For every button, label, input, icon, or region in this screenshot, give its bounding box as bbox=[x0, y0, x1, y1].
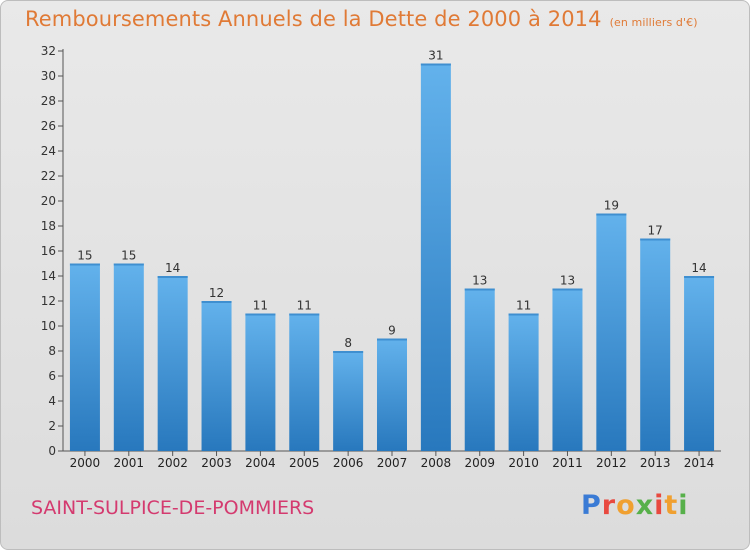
bar-value-label: 8 bbox=[344, 336, 352, 350]
x-tick-label: 2006 bbox=[333, 456, 364, 470]
bar bbox=[596, 213, 627, 451]
y-tick-label: 26 bbox=[41, 119, 56, 133]
bar-value-label: 15 bbox=[121, 249, 136, 263]
y-tick-label: 32 bbox=[41, 44, 56, 58]
bar-value-label: 14 bbox=[165, 261, 180, 275]
bar bbox=[201, 301, 232, 451]
bar bbox=[684, 276, 715, 451]
chart-title: Remboursements Annuels de la Dette de 20… bbox=[25, 7, 698, 31]
bars bbox=[69, 63, 715, 451]
y-tick-label: 2 bbox=[48, 419, 56, 433]
bar-value-label: 17 bbox=[648, 224, 663, 238]
bar-value-label: 15 bbox=[77, 249, 92, 263]
bar bbox=[464, 288, 495, 451]
logo-letter: t bbox=[664, 490, 679, 521]
x-tick-label: 2002 bbox=[157, 456, 188, 470]
bar bbox=[113, 263, 144, 451]
bar-top-edge bbox=[289, 313, 320, 316]
logo-letter: P bbox=[581, 490, 602, 521]
y-tick-label: 10 bbox=[41, 319, 56, 333]
bar-value-label: 9 bbox=[388, 324, 396, 338]
x-tick-label: 2009 bbox=[464, 456, 495, 470]
x-tick-label: 2010 bbox=[508, 456, 539, 470]
y-tick-label: 8 bbox=[48, 344, 56, 358]
x-axis: 2000 2001 2002 2003 2004 2005 2006 2007 2008 2009… bbox=[63, 450, 721, 470]
x-tick-label: 2013 bbox=[640, 456, 671, 470]
bar-value-label: 11 bbox=[297, 299, 312, 313]
bar-top-edge bbox=[157, 276, 188, 278]
y-tick-label: 4 bbox=[48, 394, 56, 408]
bar-top-edge bbox=[245, 313, 276, 316]
y-tick-label: 30 bbox=[41, 69, 56, 83]
bar bbox=[69, 263, 100, 451]
bar-value-label: 19 bbox=[604, 199, 619, 213]
bar bbox=[508, 313, 539, 451]
logo-letter: o bbox=[616, 490, 636, 521]
y-tick-label: 16 bbox=[41, 244, 56, 258]
x-tick-label: 2004 bbox=[245, 456, 276, 470]
y-tick-label: 28 bbox=[41, 94, 56, 108]
y-tick-label: 18 bbox=[41, 219, 56, 233]
x-tick-label: 2008 bbox=[421, 456, 452, 470]
chart-title-text: Remboursements Annuels de la Dette de 20… bbox=[25, 7, 602, 31]
y-tick-label: 20 bbox=[41, 194, 56, 208]
bar-value-label: 12 bbox=[209, 286, 224, 300]
bar-top-edge bbox=[684, 276, 715, 278]
bar bbox=[289, 313, 320, 451]
x-tick-label: 2005 bbox=[289, 456, 320, 470]
x-tick-label: 2007 bbox=[377, 456, 408, 470]
commune-name: SAINT-SULPICE-DE-POMMIERS bbox=[31, 497, 315, 519]
x-tick-label: 2003 bbox=[201, 456, 232, 470]
bar-top-edge bbox=[69, 263, 100, 266]
bar-top-edge bbox=[464, 288, 495, 291]
logo-letter: x bbox=[635, 490, 655, 521]
x-tick-label: 2014 bbox=[684, 456, 715, 470]
x-tick-label: 2012 bbox=[596, 456, 627, 470]
bar-top-edge bbox=[552, 288, 583, 291]
bar-top-edge bbox=[596, 213, 627, 216]
bar bbox=[245, 313, 276, 451]
y-tick-label: 22 bbox=[41, 169, 56, 183]
bar-value-label: 11 bbox=[253, 299, 268, 313]
bar-value-label: 31 bbox=[428, 49, 443, 63]
x-tick-label: 2011 bbox=[552, 456, 583, 470]
y-tick-label: 12 bbox=[41, 294, 56, 308]
bar bbox=[377, 338, 407, 451]
bar-top-edge bbox=[508, 313, 539, 316]
bar-top-edge bbox=[377, 338, 407, 341]
bar-value-label: 11 bbox=[516, 299, 531, 313]
bar-value-label: 13 bbox=[560, 274, 575, 288]
bar bbox=[157, 276, 188, 451]
x-tick-label: 2001 bbox=[114, 456, 145, 470]
y-tick-label: 24 bbox=[41, 144, 56, 158]
y-tick-label: 14 bbox=[41, 269, 56, 283]
logo-letter: i bbox=[678, 490, 689, 521]
logo-letter: r bbox=[601, 490, 617, 521]
bar-value-label: 13 bbox=[472, 274, 487, 288]
bar-labels: 15 15 14 12 11 11 8 9 31 13 11 13 19 17 14 bbox=[77, 49, 706, 351]
x-tick-label: 2000 bbox=[70, 456, 101, 470]
bar bbox=[552, 288, 583, 451]
y-tick-label: 0 bbox=[48, 444, 56, 458]
proxiti-logo: Proxiti bbox=[581, 490, 689, 521]
bar-top-edge bbox=[333, 351, 364, 353]
chart-unit: (en milliers d'€) bbox=[609, 16, 698, 29]
bar-top-edge bbox=[113, 263, 144, 266]
bar-top-edge bbox=[201, 301, 232, 303]
bar bbox=[333, 351, 364, 451]
y-tick-label: 6 bbox=[48, 369, 56, 383]
logo-letter: i bbox=[654, 490, 665, 521]
bar bbox=[420, 63, 451, 451]
bar-value-label: 14 bbox=[691, 261, 706, 275]
bar-top-edge bbox=[420, 63, 451, 66]
bar-top-edge bbox=[640, 238, 671, 241]
bar bbox=[640, 238, 671, 451]
